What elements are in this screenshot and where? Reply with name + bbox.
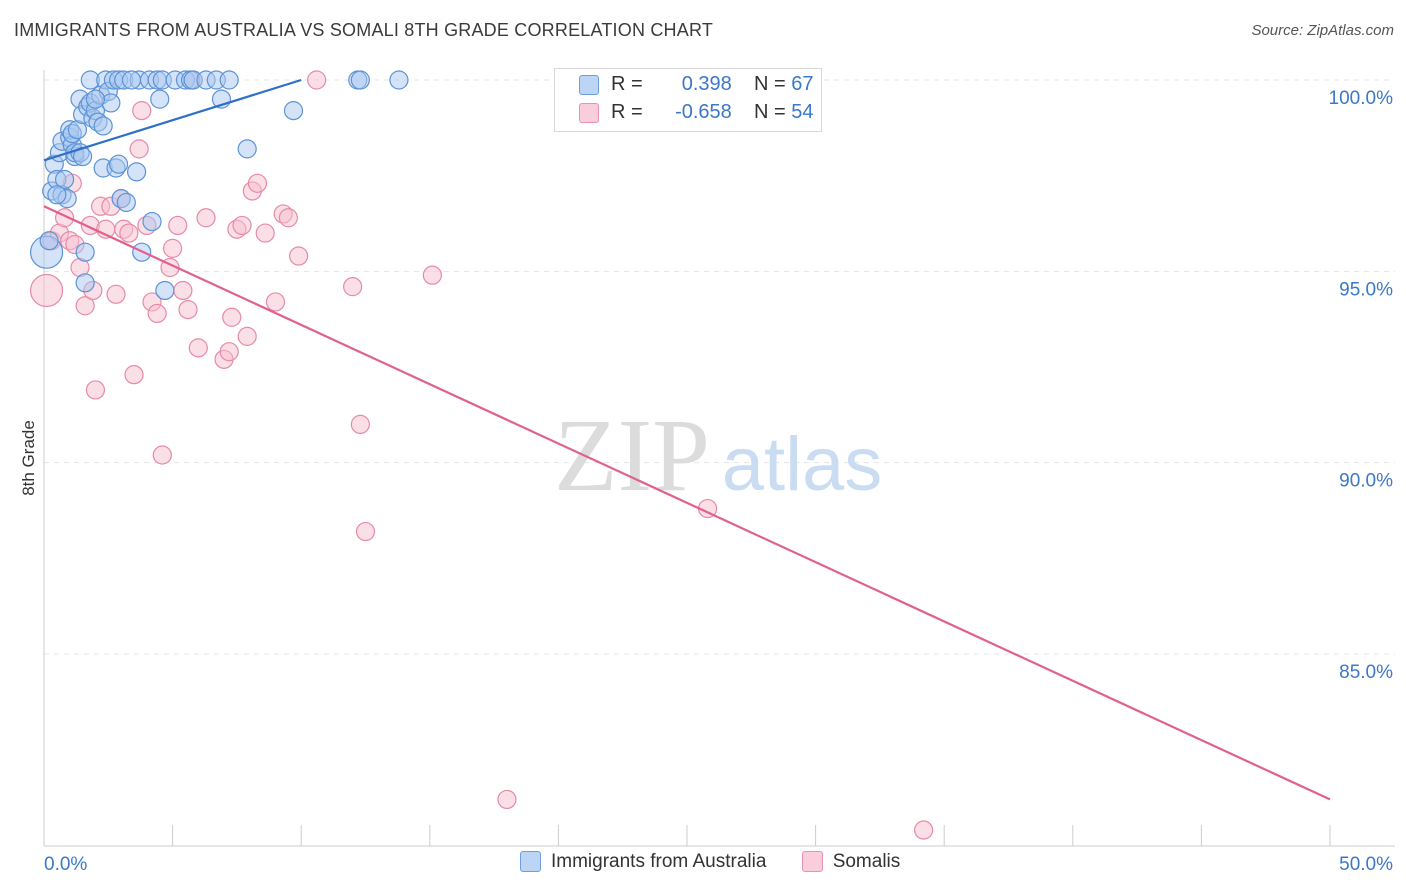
somalis-point [129, 139, 149, 159]
somalis-point [85, 380, 106, 400]
australia-point [142, 211, 162, 232]
legend-n-value: 67 [791, 73, 814, 95]
trendlines [43, 78, 1331, 801]
axes [43, 70, 1395, 847]
legend-n-label: N = [754, 73, 786, 95]
somalis-point [289, 246, 309, 266]
australia-point [350, 70, 370, 90]
x-ticks [43, 825, 1331, 846]
watermark-zip: ZIP [554, 398, 710, 513]
australia-point [155, 280, 175, 301]
somalis-point [265, 292, 286, 312]
somalis-point [168, 215, 188, 236]
somalis-point [355, 521, 376, 542]
chart-title: IMMIGRANTS FROM AUSTRALIA VS SOMALI 8TH … [14, 20, 714, 40]
australia-trendline [43, 78, 302, 162]
somalis-point [232, 215, 252, 236]
watermark-atlas: atlas [722, 422, 883, 507]
somalis-trendline [43, 205, 1331, 801]
somalis-point [106, 284, 126, 304]
bottom-legend: Immigrants from Australia Somalis [520, 851, 930, 877]
y-axis-label: 8th Grade [19, 420, 38, 496]
australia-point [150, 89, 170, 109]
legend-r-value: -0.658 [675, 101, 732, 123]
somalis-point [188, 338, 208, 358]
bottom-legend-somalis: Somalis [801, 851, 901, 873]
australia-point [283, 101, 304, 121]
y-tick-label: 100.0% [1329, 88, 1394, 109]
somalis-point [278, 208, 298, 228]
legend-r-value: 0.398 [681, 73, 732, 95]
somalis-point [422, 265, 442, 285]
australia-point [108, 154, 129, 174]
somalis-point [147, 303, 167, 324]
bottom-swatch-pink [801, 851, 823, 873]
y-tick-label: 95.0% [1339, 279, 1393, 300]
somalis-point [497, 789, 517, 810]
australia-point [116, 192, 136, 213]
watermark: ZIP atlas [554, 398, 882, 513]
bottom-legend-label: Immigrants from Australia [551, 851, 767, 872]
legend-r-label: R = [611, 73, 643, 95]
somalis-point [178, 300, 198, 320]
legend-swatch-blue [579, 74, 599, 95]
y-tick-labels: 100.0% 95.0% 90.0% 85.0% [1329, 88, 1394, 683]
chart-source: Source: ZipAtlas.com [1251, 22, 1394, 39]
australia-point [54, 169, 75, 190]
somalis-point [119, 223, 139, 243]
somalis-point [350, 414, 370, 434]
somalis-point [237, 326, 257, 346]
somalis-point [222, 307, 242, 327]
australia-point [121, 70, 142, 90]
somalis-points [29, 70, 934, 840]
australia-point [47, 185, 67, 205]
somalis-point [163, 238, 183, 258]
bottom-legend-label: Somalis [832, 851, 901, 872]
bottom-legend-australia: Immigrants from Australia [520, 851, 766, 873]
x-tick-label-max: 50.0% [1339, 854, 1393, 875]
australia-point [126, 162, 147, 182]
somalis-point [255, 223, 275, 243]
australia-point [75, 273, 95, 293]
somalis-point [124, 365, 144, 385]
somalis-point [219, 342, 239, 362]
x-tick-label-min: 0.0% [44, 854, 87, 875]
gridlines [44, 79, 1395, 655]
somalis-point [196, 208, 216, 228]
somalis-point [247, 173, 268, 193]
somalis-point [152, 445, 172, 465]
australia-point [93, 116, 113, 136]
somalis-point [75, 296, 95, 316]
australia-point [389, 70, 409, 90]
y-tick-label: 90.0% [1339, 471, 1393, 492]
legend-row-somalis: R = -0.658 N = 54 [579, 101, 814, 127]
legend-swatch-pink [579, 102, 599, 123]
somalis-point [29, 273, 64, 308]
australia-point [85, 89, 106, 109]
legend-r-label: R = [611, 101, 643, 123]
australia-point [237, 139, 257, 159]
somalis-point [914, 820, 934, 840]
legend-n-value: 54 [791, 101, 814, 123]
somalis-point [307, 70, 327, 90]
legend-n-label: N = [754, 101, 786, 123]
australia-point [219, 70, 239, 90]
y-tick-label: 85.0% [1339, 662, 1393, 683]
somalis-point [343, 277, 363, 297]
legend-row-australia: R = 0.398 N = 67 [579, 73, 814, 99]
australia-point [39, 231, 59, 251]
somalis-point [173, 280, 193, 301]
somalis-point [132, 101, 152, 121]
bottom-swatch-blue [520, 851, 541, 873]
legend: R = 0.398 N = 67 R = -0.658 N = 54 [554, 68, 822, 132]
australia-point [75, 242, 95, 262]
